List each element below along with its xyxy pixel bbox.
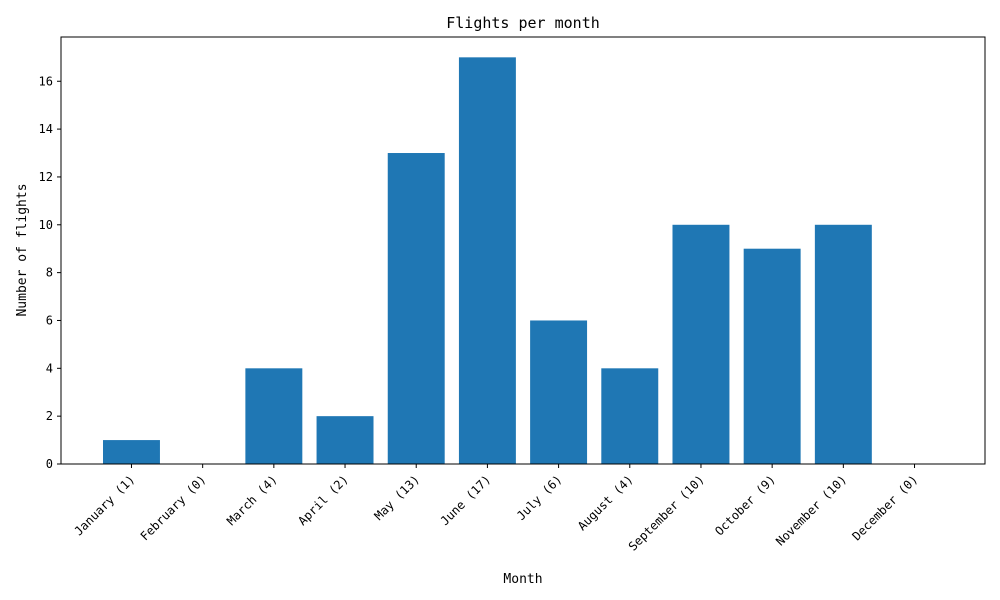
bar-5 — [458, 57, 516, 464]
bar-9 — [743, 248, 801, 464]
bar-8 — [672, 224, 730, 464]
x-tick-label-1: February (0) — [138, 472, 209, 543]
bar-0 — [103, 440, 160, 464]
x-tick-label-9: October (9) — [712, 472, 778, 538]
bar-10 — [814, 224, 872, 464]
x-tick-label-10: November (10) — [773, 472, 849, 548]
bars-group — [103, 57, 872, 465]
y-tick-label-2: 4 — [46, 361, 53, 375]
y-axis: 0 2 4 6 8 10 12 14 16 — [39, 74, 61, 471]
y-tick-label-1: 2 — [46, 409, 53, 423]
x-tick-label-2: March (4) — [224, 472, 280, 528]
x-tick-label-8: September (10) — [626, 472, 707, 553]
bar-3 — [316, 416, 374, 464]
y-axis-title: Number of flights — [15, 183, 30, 316]
y-tick-label-7: 14 — [39, 122, 53, 136]
x-tick-label-3: April (2) — [295, 472, 351, 528]
bar-4 — [387, 153, 445, 465]
x-tick-label-4: May (13) — [372, 472, 423, 523]
y-tick-label-5: 10 — [39, 218, 53, 232]
x-tick-label-11: December (0) — [849, 472, 920, 543]
bar-6 — [530, 320, 588, 464]
y-tick-label-6: 12 — [39, 170, 53, 184]
y-tick-label-3: 6 — [46, 313, 53, 327]
y-tick-label-8: 16 — [39, 74, 53, 88]
x-tick-label-7: August (4) — [575, 472, 636, 533]
x-axis-title: Month — [503, 572, 542, 587]
x-tick-label-5: June (17) — [438, 472, 494, 528]
y-tick-label-0: 0 — [46, 457, 53, 471]
plot-frame — [60, 36, 986, 465]
x-tick-label-0: January (1) — [71, 472, 137, 538]
x-tick-label-6: July (6) — [514, 472, 565, 523]
x-axis: January (1) February (0) March (4) April (2… — [71, 464, 921, 554]
bar-2 — [245, 368, 303, 464]
y-tick-label-4: 8 — [46, 266, 53, 280]
bar-7 — [601, 368, 659, 464]
chart-title: Flights per month — [446, 14, 600, 32]
